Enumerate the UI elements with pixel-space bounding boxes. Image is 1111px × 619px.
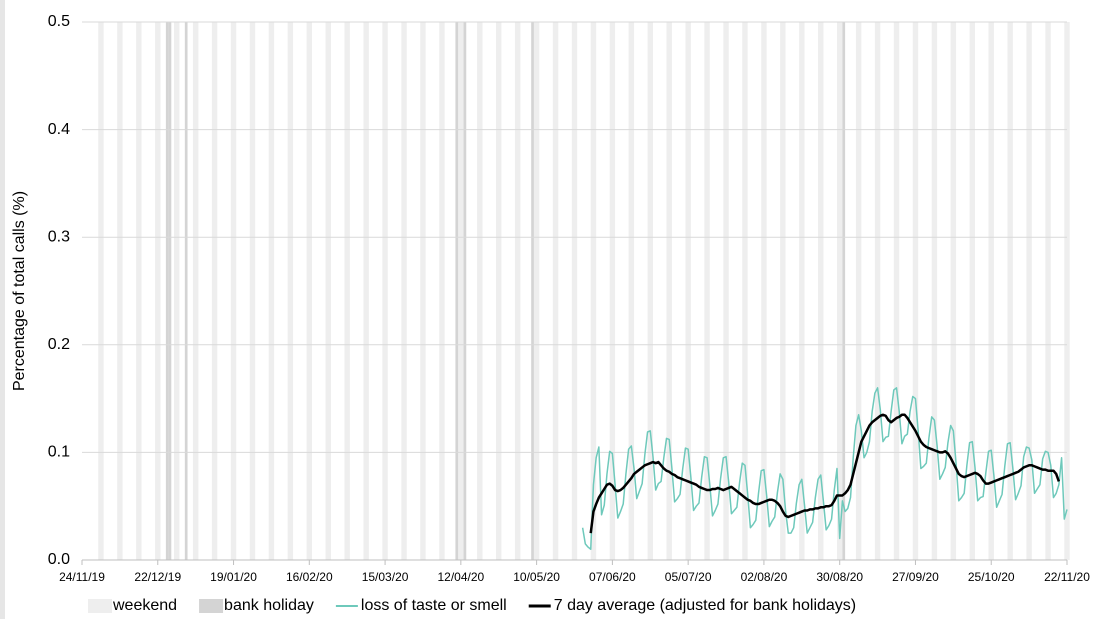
- band: [230, 22, 237, 560]
- x-tick-label: 12/04/20: [437, 570, 484, 584]
- x-tick-label: 24/11/19: [59, 570, 105, 584]
- legend-label: loss of taste or smell: [361, 597, 507, 614]
- band: [287, 22, 294, 560]
- y-tick-label: 0.4: [48, 121, 70, 138]
- band: [496, 22, 502, 560]
- band: [647, 22, 653, 560]
- band: [842, 22, 846, 560]
- x-tick-label: 25/10/20: [968, 570, 1015, 584]
- x-tick-label: 19/01/20: [210, 570, 257, 584]
- band: [704, 22, 710, 560]
- band: [931, 22, 938, 560]
- y-tick-label: 0.1: [48, 444, 70, 461]
- band: [165, 22, 169, 560]
- x-tick-label: 02/08/20: [741, 570, 788, 584]
- band: [609, 22, 616, 560]
- x-tick-label: 10/05/20: [513, 570, 560, 584]
- x-tick-label: 05/07/20: [665, 570, 712, 584]
- band: [184, 22, 188, 560]
- band: [211, 22, 218, 560]
- band: [1007, 22, 1013, 560]
- grid: [81, 21, 1068, 565]
- edge: [0, 0, 5, 619]
- band: [950, 22, 957, 560]
- y-axis-label: Percentage of total calls (%): [11, 191, 28, 391]
- legend-swatch: [88, 599, 112, 613]
- band: [799, 22, 805, 560]
- band: [249, 22, 256, 560]
- band: [155, 22, 161, 560]
- series-line: [581, 387, 1068, 550]
- band: [514, 22, 521, 560]
- legend-swatch: [199, 599, 224, 613]
- band: [893, 22, 900, 560]
- band: [325, 22, 331, 560]
- band: [1045, 22, 1051, 560]
- y-tick-label: 0.5: [48, 13, 70, 30]
- band: [168, 22, 172, 560]
- band: [1064, 22, 1070, 560]
- y-tick-label: 0.3: [48, 228, 70, 245]
- band: [98, 22, 104, 560]
- bands: [98, 22, 1070, 560]
- legend-label: 7 day average (adjusted for bank holiday…: [554, 597, 856, 614]
- series-line: [589, 413, 1061, 534]
- band: [174, 22, 180, 560]
- y-tick-label: 0.2: [48, 336, 70, 353]
- band: [742, 22, 748, 560]
- band: [761, 22, 767, 560]
- x-tick-label: 15/03/20: [362, 570, 409, 584]
- band: [912, 22, 919, 560]
- band: [685, 22, 691, 560]
- band: [855, 22, 862, 560]
- band: [533, 22, 540, 560]
- band: [420, 22, 426, 560]
- x-tick-label: 27/09/20: [892, 570, 939, 584]
- band: [571, 22, 578, 560]
- band: [363, 22, 369, 560]
- band: [552, 22, 559, 560]
- band: [401, 22, 407, 560]
- legend-label: bank holiday: [224, 597, 314, 614]
- band: [268, 22, 275, 560]
- lines: [581, 387, 1068, 550]
- band: [306, 22, 313, 560]
- band: [136, 22, 142, 560]
- band: [628, 22, 635, 560]
- band: [463, 22, 467, 560]
- x-tick-label: 07/06/20: [589, 570, 636, 584]
- band: [344, 22, 350, 560]
- band: [477, 22, 483, 560]
- band: [988, 22, 994, 560]
- band: [836, 22, 843, 560]
- y-tick-label: 0.0: [48, 551, 70, 568]
- x-tick-label: 22/12/19: [134, 570, 181, 584]
- band: [117, 22, 123, 560]
- band: [455, 22, 459, 560]
- band: [666, 22, 672, 560]
- labels: 0.0 0.1 0.2 0.3 0.4 0.5 24/11/19 22/12/19 19/01/…: [48, 13, 1090, 614]
- band: [1026, 22, 1032, 560]
- band: [723, 22, 729, 560]
- legend-label: weekend: [112, 597, 177, 614]
- band: [969, 22, 975, 560]
- band: [192, 22, 199, 560]
- band: [458, 22, 464, 560]
- band: [439, 22, 445, 560]
- x-tick-label: 22/11/20: [1044, 570, 1090, 584]
- band: [874, 22, 881, 560]
- band: [531, 22, 534, 560]
- band: [382, 22, 388, 560]
- band: [818, 22, 824, 560]
- band: [590, 22, 597, 560]
- x-tick-label: 16/02/20: [286, 570, 333, 584]
- band: [780, 22, 786, 560]
- x-tick-label: 30/08/20: [816, 570, 863, 584]
